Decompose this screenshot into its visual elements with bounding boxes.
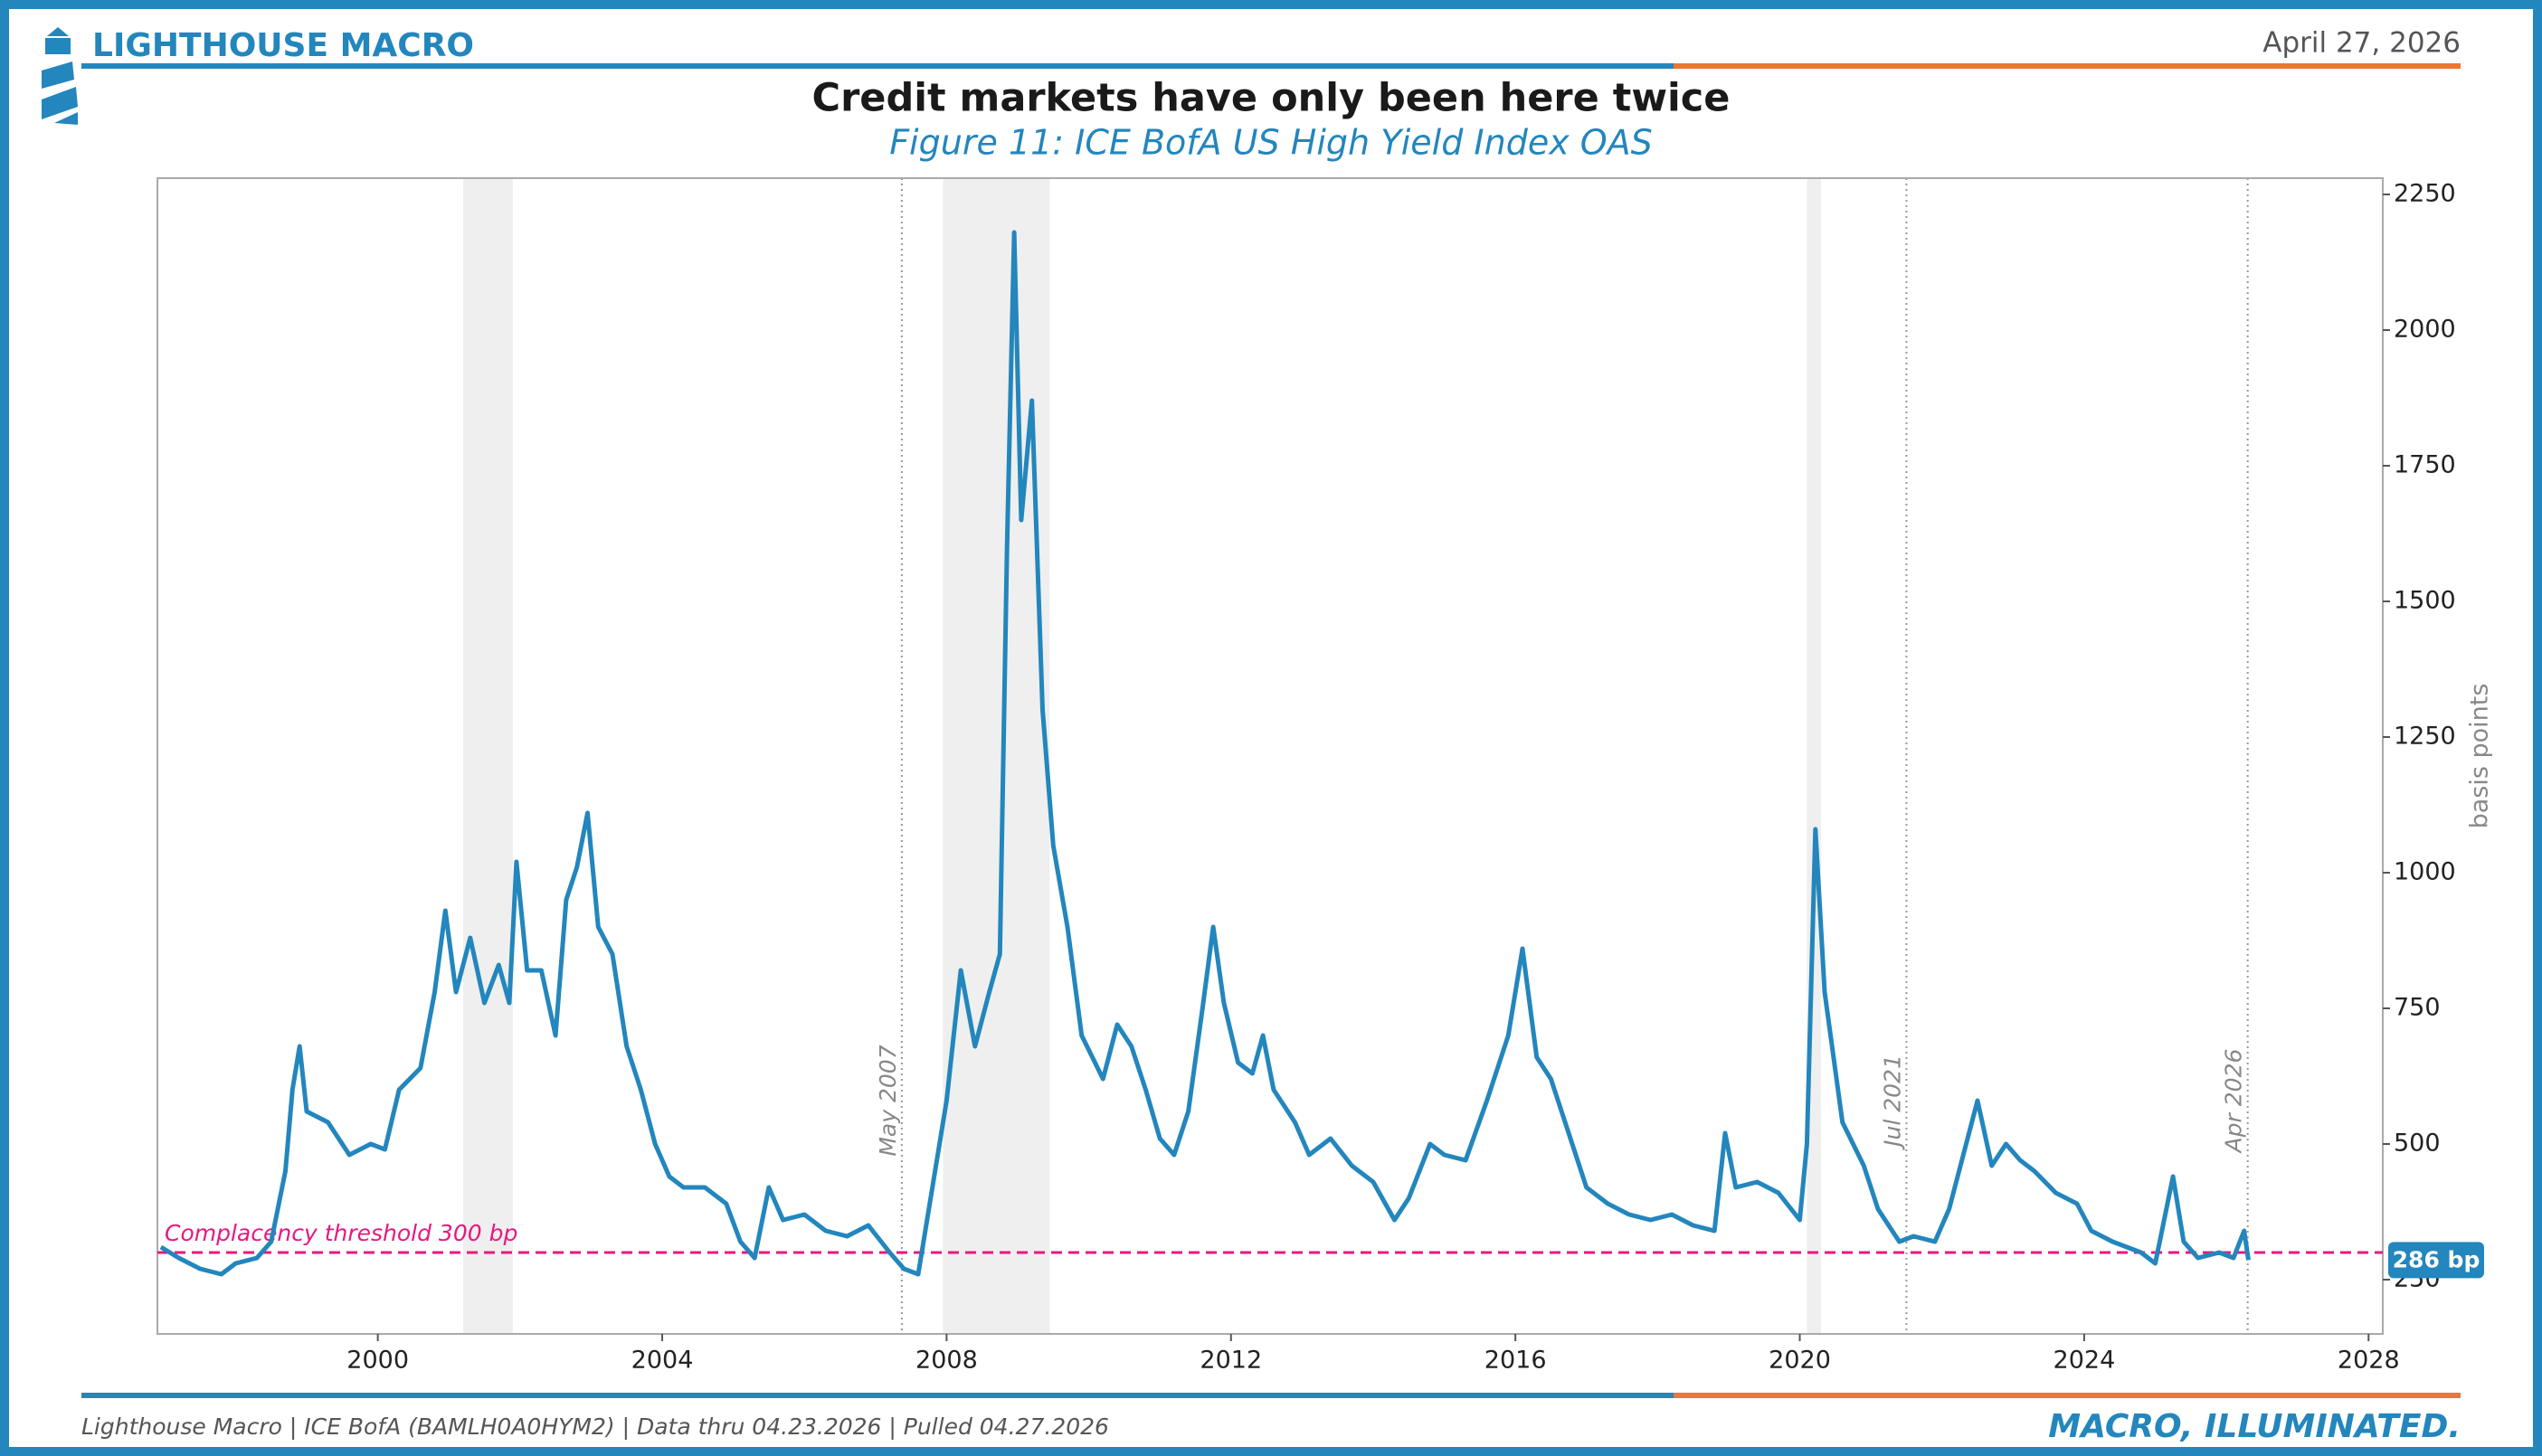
recession-band <box>943 178 1050 1334</box>
x-tick-label: 2012 <box>1200 1347 1262 1375</box>
y-tick-label: 2000 <box>2394 316 2456 344</box>
series-line <box>159 230 2251 1277</box>
tagline: MACRO, ILLUMINATED. <box>2048 1408 2461 1445</box>
y-axis-label: basis points <box>2466 684 2494 829</box>
last-value-badge <box>2388 1242 2484 1279</box>
recession-band <box>462 178 513 1334</box>
x-tick-label: 2028 <box>2338 1347 2400 1375</box>
reference-label: Jul 2021 <box>1879 1054 1905 1151</box>
x-tick-label: 2020 <box>1769 1347 1831 1375</box>
plot-area: May 2007 Jul 2021 Apr 20262505007501000125… <box>157 177 2494 1375</box>
y-tick-label: 1500 <box>2394 587 2456 615</box>
chart-subtitle: Figure 11: ICE BofA US High Yield Index … <box>889 123 1653 163</box>
last-value-label: 286 bp <box>2393 1246 2480 1272</box>
y-tick-label: 750 <box>2394 994 2441 1022</box>
x-tick-label: 2004 <box>631 1347 694 1375</box>
y-tick-label: 1750 <box>2394 451 2456 479</box>
y-tick-label: 1250 <box>2394 723 2456 751</box>
date: April 27, 2026 <box>2262 27 2461 60</box>
x-tick-label: 2016 <box>1484 1347 1547 1375</box>
threshold-label: Complacency threshold 300 bp <box>165 1220 517 1246</box>
x-tick-label: 2000 <box>346 1347 409 1375</box>
y-tick-label: 500 <box>2394 1130 2441 1158</box>
reference-label: May 2007 <box>875 1045 901 1156</box>
x-tick-label: 2024 <box>2054 1347 2116 1375</box>
brand: LIGHTHOUSE MACRO <box>92 27 474 64</box>
y-tick-label: 1000 <box>2394 858 2456 886</box>
chart-title: Credit markets have only been here twice <box>812 76 1731 121</box>
footer-source: Lighthouse Macro | ICE BofA (BAMLH0A0HYM… <box>81 1413 1109 1440</box>
recession-band <box>1807 178 1822 1334</box>
reference-label: Apr 2026 <box>2221 1049 2247 1155</box>
logo <box>42 27 78 125</box>
x-tick-label: 2008 <box>915 1347 978 1375</box>
plot-frame <box>157 177 2384 1335</box>
y-tick-label: 2250 <box>2394 180 2456 208</box>
